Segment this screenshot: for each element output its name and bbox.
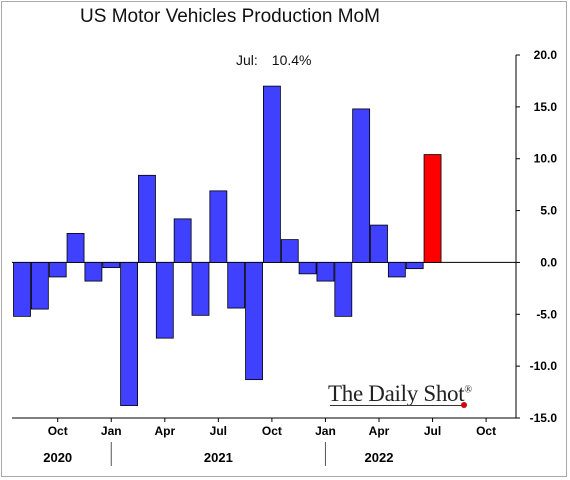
bar [405, 262, 424, 270]
x-tick-label: Apr [154, 424, 175, 438]
bar [262, 85, 281, 263]
chart-title: US Motor Vehicles Production MoM [80, 6, 380, 27]
bar [370, 224, 388, 263]
bar [48, 262, 67, 278]
bar [66, 232, 85, 263]
x-tick-label: Jan [315, 424, 336, 438]
y-tick-label: 10.0 [534, 152, 558, 166]
bar [352, 108, 371, 263]
bar-highlight [423, 154, 442, 263]
x-tick-label: Oct [476, 424, 496, 438]
bar [120, 262, 138, 406]
bar [316, 262, 335, 282]
bar [191, 262, 210, 316]
bar [173, 218, 192, 263]
bar [13, 262, 31, 317]
bar [334, 262, 353, 317]
y-tick-label: 5.0 [540, 204, 557, 218]
watermark-underline [330, 405, 463, 406]
y-tick-label: -10.0 [530, 359, 558, 373]
bar [280, 239, 299, 263]
y-tick-label: 15.0 [534, 100, 558, 114]
watermark-dot [461, 402, 467, 408]
bar [209, 190, 228, 263]
watermark-text: The Daily Shot [328, 381, 465, 406]
y-tick-label: -15.0 [530, 411, 558, 425]
bar [84, 262, 103, 282]
x-tick-label: Jan [101, 424, 122, 438]
x-tick-label: Jul [424, 424, 441, 438]
annotation-label: Jul: [236, 52, 258, 68]
year-label: 2022 [365, 450, 394, 465]
y-tick-label: -5.0 [536, 307, 557, 321]
bar [102, 262, 121, 269]
x-tick-label: Oct [262, 424, 282, 438]
bar [387, 262, 406, 278]
bar [138, 174, 156, 263]
x-tick-label: Apr [369, 424, 390, 438]
bar [245, 262, 263, 381]
x-tick-label: Oct [48, 424, 68, 438]
y-tick-label: 20.0 [534, 48, 558, 62]
latest-value-annotation: Jul: 10.4% [236, 52, 312, 68]
annotation-value: 10.4% [271, 52, 312, 68]
y-tick-label: 0.0 [540, 255, 557, 269]
bar [155, 262, 174, 339]
bar [30, 262, 49, 310]
year-label: 2021 [204, 450, 233, 465]
year-label: 2020 [43, 450, 72, 465]
bar [298, 262, 317, 275]
bar [227, 262, 246, 309]
watermark-registered-mark: ® [464, 384, 472, 396]
x-tick-label: Jul [210, 424, 227, 438]
watermark-logo: The Daily Shot® [328, 381, 472, 407]
